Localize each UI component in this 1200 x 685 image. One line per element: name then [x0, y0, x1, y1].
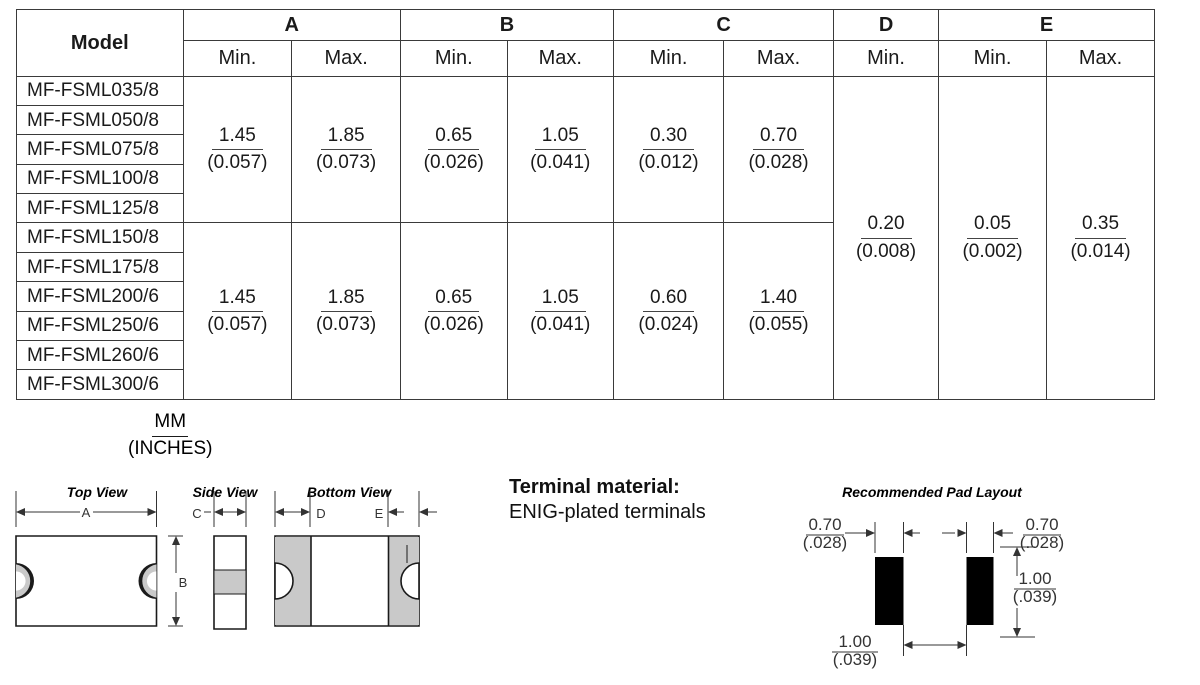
svg-text:(.039): (.039) [1013, 587, 1057, 606]
svg-text:D: D [316, 506, 325, 521]
svg-text:C: C [192, 506, 201, 521]
svg-text:(.028): (.028) [1020, 533, 1064, 552]
svg-text:0.70: 0.70 [808, 515, 841, 534]
svg-text:0.70: 0.70 [1025, 515, 1058, 534]
svg-text:1.00: 1.00 [838, 632, 871, 651]
svg-text:Side View: Side View [193, 484, 259, 500]
svg-text:Recommended Pad Layout: Recommended Pad Layout [842, 484, 1023, 500]
svg-text:(.028): (.028) [803, 533, 847, 552]
svg-text:Bottom View: Bottom View [307, 484, 392, 500]
svg-text:E: E [375, 506, 384, 521]
svg-text:Top View: Top View [67, 484, 129, 500]
svg-text:A: A [82, 505, 91, 520]
svg-text:B: B [179, 575, 188, 590]
svg-text:(.039): (.039) [833, 650, 877, 669]
svg-text:1.00: 1.00 [1018, 569, 1051, 588]
